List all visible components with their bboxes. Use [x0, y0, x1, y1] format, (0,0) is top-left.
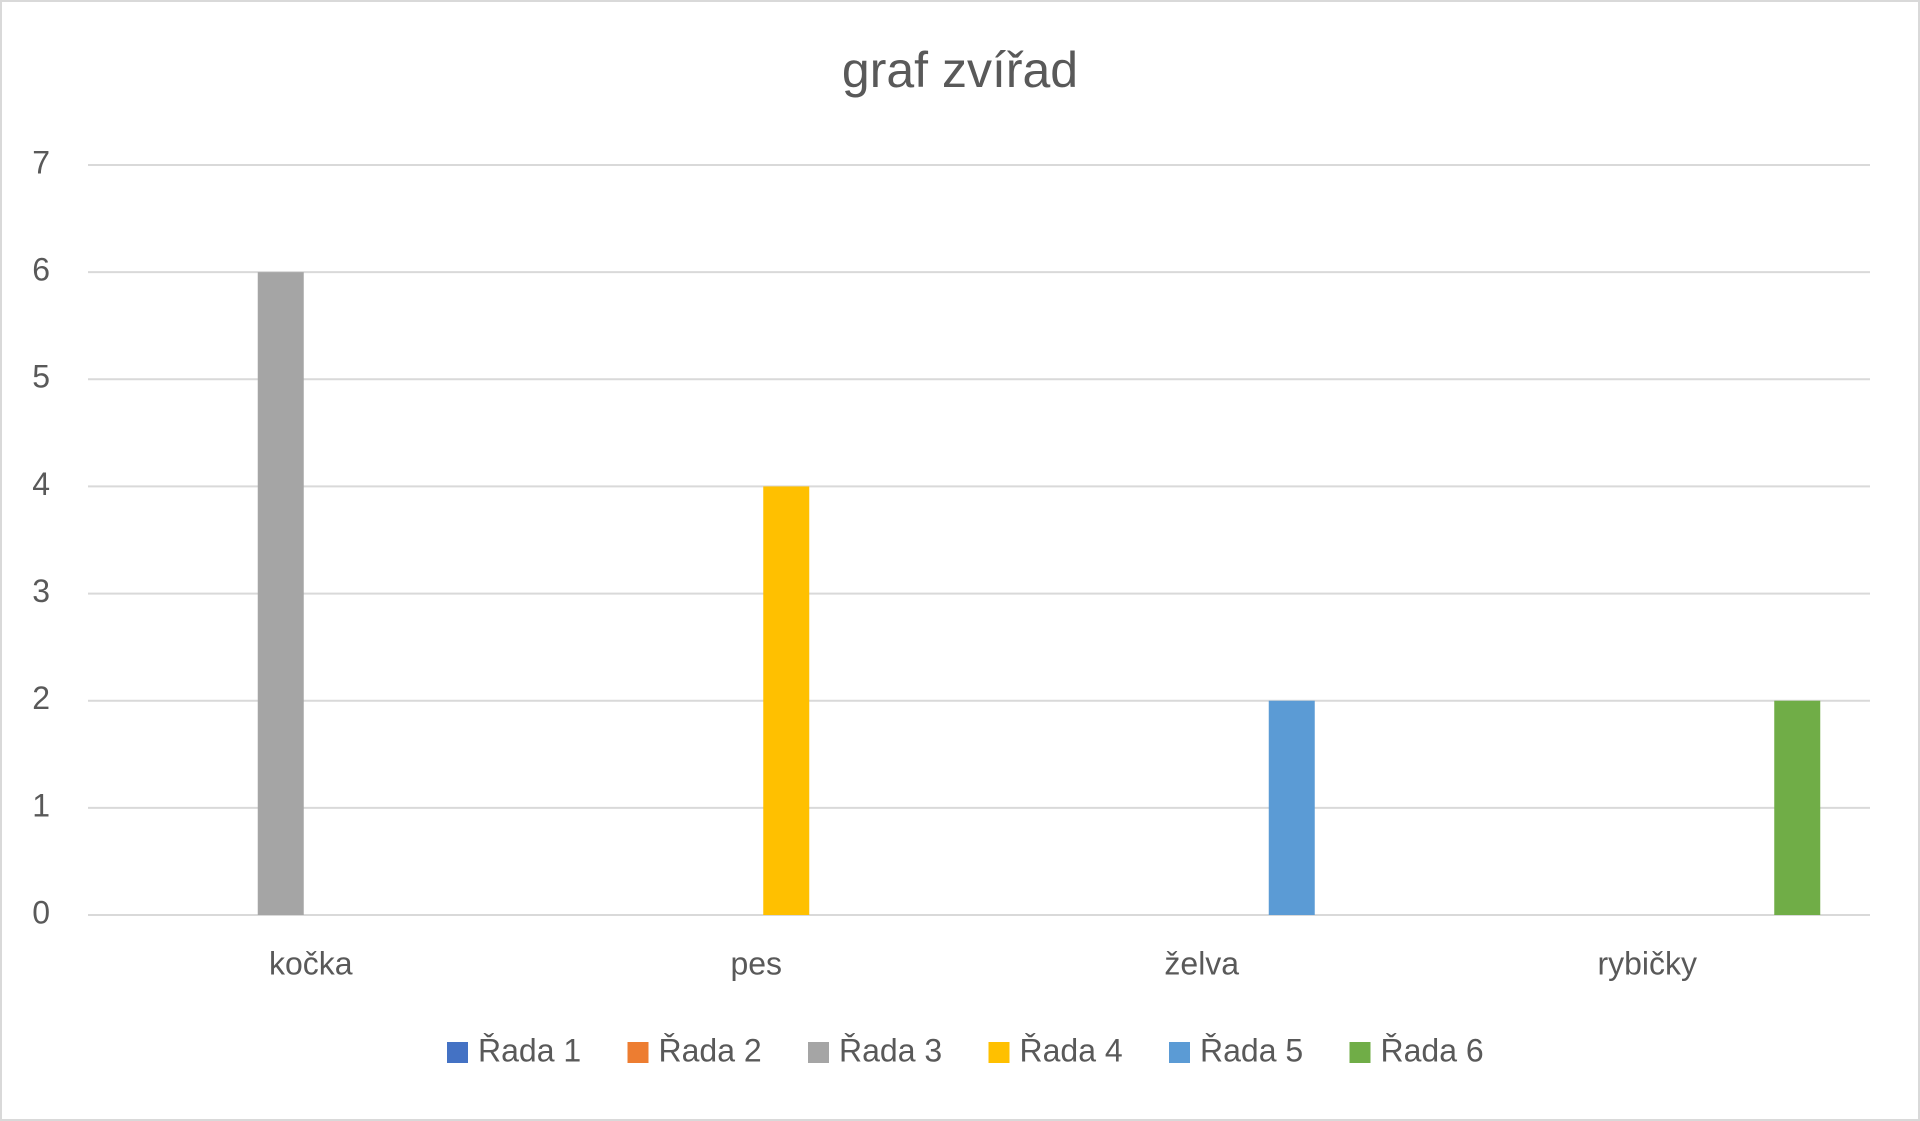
y-tick-label: 7: [32, 144, 50, 180]
legend-label: Řada 2: [659, 1032, 762, 1068]
x-tick-label: pes: [730, 945, 782, 981]
x-tick-label: kočka: [269, 945, 353, 981]
bar: [763, 486, 810, 915]
legend-label: Řada 6: [1381, 1032, 1484, 1068]
y-tick-label: 5: [32, 359, 50, 395]
y-tick-label: 6: [32, 252, 50, 288]
y-tick-label: 1: [32, 787, 50, 823]
legend-swatch: [1349, 1042, 1371, 1063]
x-tick-label: rybičky: [1597, 945, 1697, 981]
legend-swatch: [627, 1042, 649, 1063]
bar: [257, 272, 304, 916]
x-tick-label: želva: [1164, 945, 1239, 981]
y-tick-label: 2: [32, 680, 50, 716]
legend-label: Řada 4: [1020, 1032, 1123, 1068]
legend-swatch: [988, 1042, 1010, 1063]
bar: [1268, 700, 1315, 915]
legend-swatch: [1169, 1042, 1190, 1063]
legend-label: Řada 3: [839, 1032, 942, 1068]
legend-swatch: [447, 1042, 468, 1063]
y-tick-label: 3: [32, 573, 50, 609]
y-tick-label: 4: [32, 466, 50, 502]
legend-label: Řada 1: [478, 1032, 581, 1068]
legend-swatch: [808, 1042, 829, 1063]
bar: [1774, 700, 1821, 915]
y-tick-label: 0: [32, 894, 50, 930]
chart-title: graf zvířad: [842, 42, 1078, 98]
legend-label: Řada 5: [1200, 1032, 1303, 1068]
